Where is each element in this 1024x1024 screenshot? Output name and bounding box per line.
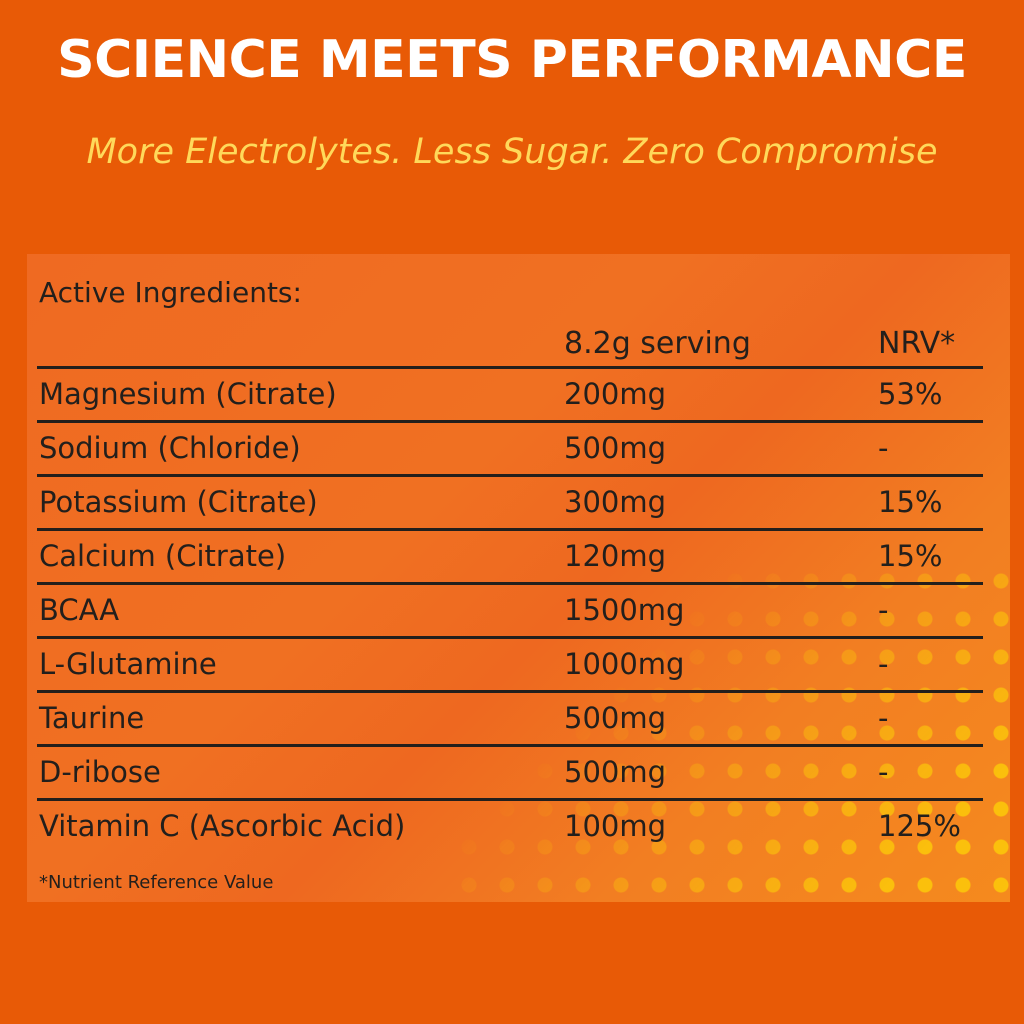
table-row: Taurine 500mg - bbox=[37, 690, 983, 744]
footnote: *Nutrient Reference Value bbox=[39, 872, 274, 893]
table-row: Vitamin C (Ascorbic Acid) 100mg 125% bbox=[37, 798, 983, 852]
ingredient-name: BCAA bbox=[39, 593, 120, 627]
table-heading: Active Ingredients: bbox=[39, 276, 302, 309]
ingredient-nrv: 53% bbox=[878, 377, 943, 411]
table-row: L-Glutamine 1000mg - bbox=[37, 636, 983, 690]
ingredient-name: Taurine bbox=[39, 701, 145, 735]
ingredient-amount: 500mg bbox=[564, 701, 667, 735]
table-row: Sodium (Chloride) 500mg - bbox=[37, 420, 983, 474]
ingredient-name: D-ribose bbox=[39, 755, 161, 789]
ingredient-nrv: 125% bbox=[878, 809, 961, 843]
table-row: Magnesium (Citrate) 200mg 53% bbox=[37, 366, 983, 420]
table-row: D-ribose 500mg - bbox=[37, 744, 983, 798]
ingredient-name: Calcium (Citrate) bbox=[39, 539, 287, 573]
ingredient-nrv: 15% bbox=[878, 539, 943, 573]
ingredient-nrv: - bbox=[878, 755, 889, 789]
table-row: Calcium (Citrate) 120mg 15% bbox=[37, 528, 983, 582]
ingredient-amount: 1500mg bbox=[564, 593, 685, 627]
ingredient-amount: 500mg bbox=[564, 755, 667, 789]
page-title: SCIENCE MEETS PERFORMANCE bbox=[57, 30, 967, 90]
ingredient-amount: 300mg bbox=[564, 485, 667, 519]
ingredient-amount: 1000mg bbox=[564, 647, 685, 681]
ingredient-name: Magnesium (Citrate) bbox=[39, 377, 337, 411]
ingredient-name: Sodium (Chloride) bbox=[39, 431, 301, 465]
ingredient-name: Potassium (Citrate) bbox=[39, 485, 318, 519]
ingredient-amount: 200mg bbox=[564, 377, 667, 411]
ingredient-nrv: - bbox=[878, 701, 889, 735]
ingredient-amount: 120mg bbox=[564, 539, 667, 573]
ingredient-name: Vitamin C (Ascorbic Acid) bbox=[39, 809, 406, 843]
ingredient-amount: 500mg bbox=[564, 431, 667, 465]
ingredient-amount: 100mg bbox=[564, 809, 667, 843]
table-row: BCAA 1500mg - bbox=[37, 582, 983, 636]
ingredient-nrv: - bbox=[878, 431, 889, 465]
ingredients-table: Magnesium (Citrate) 200mg 53% Sodium (Ch… bbox=[37, 366, 983, 852]
ingredient-nrv: - bbox=[878, 647, 889, 681]
ingredient-name: L-Glutamine bbox=[39, 647, 217, 681]
ingredient-nrv: 15% bbox=[878, 485, 943, 519]
ingredients-panel: Active Ingredients: 8.2g serving NRV* Ma… bbox=[27, 254, 1010, 902]
ingredient-nrv: - bbox=[878, 593, 889, 627]
table-row: Potassium (Citrate) 300mg 15% bbox=[37, 474, 983, 528]
decorative-dot-pattern bbox=[450, 562, 1010, 902]
column-header-nrv: NRV* bbox=[878, 326, 956, 361]
column-header-serving: 8.2g serving bbox=[564, 326, 751, 361]
tagline: More Electrolytes. Less Sugar. Zero Comp… bbox=[86, 132, 938, 172]
